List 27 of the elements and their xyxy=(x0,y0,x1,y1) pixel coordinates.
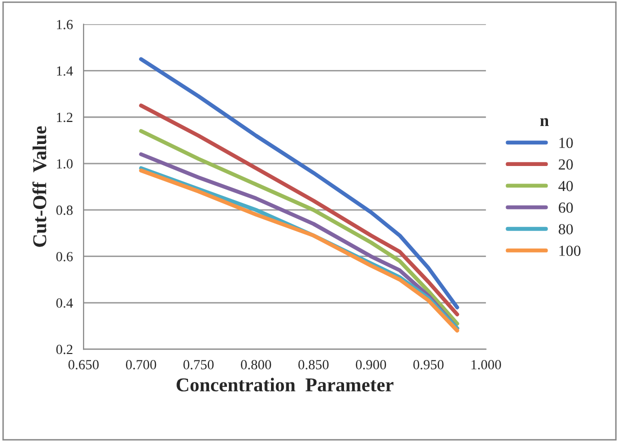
x-tick-label: 0.700 xyxy=(126,360,156,370)
legend-label: 60 xyxy=(558,202,573,213)
y-tick-label: 1.4 xyxy=(57,66,73,76)
legend-label: 40 xyxy=(558,180,573,192)
x-tick-label: 1.000 xyxy=(472,360,502,370)
legend-label: 20 xyxy=(558,159,573,170)
legend-label: 80 xyxy=(558,224,573,234)
y-tick-label: 1.2 xyxy=(57,112,72,122)
y-tick-label: 0.6 xyxy=(56,252,73,262)
x-axis-title: Concentration Parameter xyxy=(176,378,394,392)
y-axis-title: Cut-Off Value xyxy=(32,126,46,247)
y-tick-label: 0.4 xyxy=(56,298,73,308)
y-tick-label: 0.2 xyxy=(56,344,72,354)
legend-label: 100 xyxy=(559,246,580,256)
x-tick-label: 0.950 xyxy=(413,360,444,370)
line-series xyxy=(139,57,460,310)
legend-label: 10 xyxy=(559,138,573,148)
x-tick-label: 0.650 xyxy=(68,360,99,370)
x-tick-label: 0.850 xyxy=(298,360,329,370)
y-tick-label: 1.6 xyxy=(57,20,73,30)
legend-title: n xyxy=(540,118,549,126)
x-tick-label: 0.750 xyxy=(183,360,214,370)
y-tick-label: 1.0 xyxy=(57,159,73,169)
y-tick-label: 0.8 xyxy=(56,206,73,215)
line-series xyxy=(139,104,460,316)
x-tick-label: 0.800 xyxy=(240,360,272,370)
x-tick-label: 0.900 xyxy=(356,360,386,370)
